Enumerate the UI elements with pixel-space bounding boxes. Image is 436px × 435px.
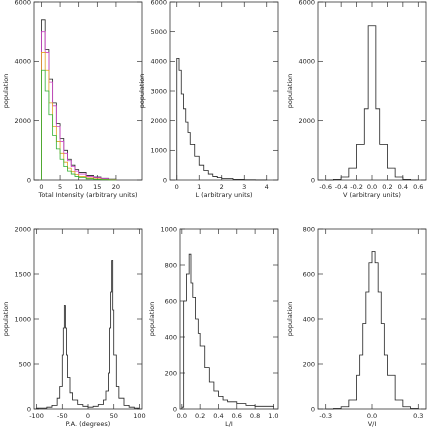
y-axis-label: population [138,74,146,109]
y-axis-label: population [2,302,10,337]
series-1-line [325,251,419,410]
x-tick-label: 1 [197,183,201,191]
y-tick-label: 1000 [150,147,167,155]
x-tick-label: 0.2 [195,412,205,420]
x-tick-label: 0.2 [382,183,392,191]
x-tick-label: -0.4 [335,183,348,191]
y-tick-label: 500 [19,360,31,368]
y-tick-label: 0 [27,176,31,184]
y-tick-label: 6000 [14,0,31,6]
y-tick-label: 200 [165,369,177,377]
plot-frame [33,228,143,410]
x-tick-label: 0.4 [398,183,408,191]
x-tick-label: 5 [58,183,62,191]
panel-5: 0.0 0.2 0.4 0.6 0.8 1.0 0 200 400 600 800 1000 L/I po… [148,225,279,428]
panel-3: -0.6 -0.4 -0.2 0.0 0.2 0.4 0.6 0 2000 4000 6000 V (… [286,0,427,199]
x-tick-label: 10 [75,183,83,191]
x-axis-label: L (arbitrary units) [195,191,252,199]
y-tick-label: 800 [165,261,177,269]
x-axis-label: L/I [225,420,233,428]
x-tick-label: 0 [86,412,90,420]
x-tick-label: 0.8 [250,412,260,420]
x-tick-label: -50 [57,412,68,420]
series-1-line [36,260,140,409]
x-tick-label: 2 [220,183,224,191]
y-tick-label: 1000 [14,315,31,323]
x-tick-label: 0.0 [177,412,187,420]
y-axis-label: population [286,302,294,337]
y-tick-label: 200 [303,360,315,368]
series-1-line [41,19,117,180]
series-4-line [41,69,117,181]
panel-2: 0 1 2 3 4 0 1000 2000 3000 4000 5000 6000 L (arbitra… [138,0,279,199]
y-tick-label: 5000 [150,28,167,36]
y-tick-label: 0 [311,176,315,184]
x-axis-label: V (arbitrary units) [343,191,401,199]
y-tick-label: 0 [27,405,31,413]
plot-frame [33,1,143,181]
y-tick-label: 400 [165,333,177,341]
x-tick-label: 0.4 [213,412,223,420]
y-tick-label: 3000 [150,87,167,95]
y-tick-label: 0 [173,405,177,413]
x-tick-label: 0.0 [367,412,377,420]
y-tick-label: 2000 [150,117,167,125]
series-1-line [325,25,419,181]
panel-6: -0.3 0.0 0.3 0 200 400 600 800 V/I population [286,225,427,428]
y-axis-label: population [2,74,10,109]
y-tick-label: 4000 [14,58,31,66]
x-tick-label: 0.6 [232,412,242,420]
series-2-line [41,31,117,180]
y-axis-label: population [286,74,294,109]
y-axis-label: population [148,302,156,337]
y-tick-label: 0 [163,176,167,184]
y-tick-label: 1500 [14,270,31,278]
y-tick-label: 0 [311,405,315,413]
y-tick-label: 600 [303,270,315,278]
x-tick-label: -0.2 [350,183,363,191]
y-tick-label: 6000 [150,0,167,6]
y-tick-label: 400 [303,315,315,323]
plot-frame [179,228,279,410]
series-1-line [176,57,268,181]
y-tick-label: 6000 [298,0,315,6]
x-tick-label: 0.3 [413,412,423,420]
x-tick-label: 15 [93,183,101,191]
x-tick-label: -100 [29,412,44,420]
x-tick-label: 3 [242,183,246,191]
plot-frame [317,1,427,181]
plot-frame [169,1,279,181]
x-tick-label: 100 [133,412,145,420]
x-tick-label: 50 [110,412,118,420]
x-tick-label: -0.6 [319,183,332,191]
x-tick-label: 1.0 [268,412,278,420]
y-tick-label: 2000 [14,117,31,125]
y-tick-label: 1000 [160,225,177,233]
y-tick-label: 4000 [298,58,315,66]
x-tick-label: -0.3 [319,412,332,420]
y-tick-label: 600 [165,297,177,305]
x-tick-label: 0.0 [367,183,377,191]
x-tick-label: 0 [39,183,43,191]
x-tick-label: 0 [175,183,179,191]
series-3-line [41,52,117,181]
x-axis-label: V/I [368,420,377,428]
x-tick-label: 0.6 [413,183,423,191]
x-axis-label: Total Intensity (arbitrary units) [37,191,137,199]
y-tick-label: 2000 [14,225,31,233]
x-axis-label: P.A. (degrees) [66,420,111,428]
panel-1: 0 5 10 15 20 0 2000 4000 6000 Total Intensity (ar… [2,0,143,199]
series-1-line [181,253,274,409]
y-tick-label: 2000 [298,117,315,125]
y-tick-label: 4000 [150,58,167,66]
x-tick-label: 20 [112,183,120,191]
y-tick-label: 800 [303,225,315,233]
x-tick-label: 4 [265,183,269,191]
